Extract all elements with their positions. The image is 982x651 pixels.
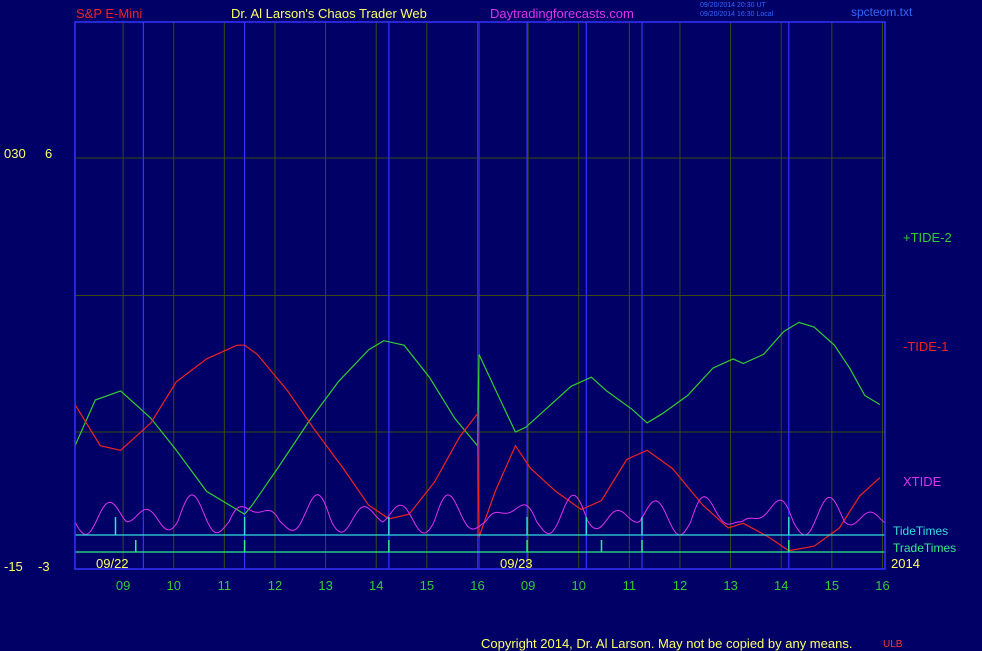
x-tick-label: 13 (318, 578, 332, 593)
tide1-line (74, 344, 881, 552)
author-label: Dr. Al Larson's Chaos Trader Web (231, 6, 427, 21)
timestamp-local: 09/20/2014 16:30 Local (700, 11, 774, 18)
x-tick-label: 11 (218, 578, 232, 593)
x-tick-label: 10 (166, 578, 180, 593)
symbol-label: S&P E-Mini (76, 6, 143, 21)
plot-frame (74, 21, 886, 570)
series-lines (74, 321, 881, 552)
x-tick-label: 09 (116, 578, 130, 593)
x-tick-label: 14 (369, 578, 383, 593)
y-label-top-b: 6 (45, 146, 53, 161)
x-tick-label: 10 (571, 578, 585, 593)
x-tick-label: 16 (470, 578, 484, 593)
date-label-2: 09/23 (500, 556, 533, 571)
tide1-label: -TIDE-1 (903, 339, 949, 354)
grid (75, 22, 885, 569)
x-tick-labels: 09 10 11 12 13 14 15 16 09 10 11 12 13 14 15 16 (116, 578, 890, 593)
y-label-bottom-a: -15 (4, 559, 23, 574)
x-tick-label: 14 (774, 578, 788, 593)
tidetimes-label: TideTimes (893, 524, 949, 538)
x-tick-label: 12 (673, 578, 687, 593)
x-tick-label: 13 (723, 578, 737, 593)
tradetimes-label: TradeTimes (893, 541, 957, 555)
xtide-line (74, 494, 886, 536)
x-tick-label: 15 (825, 578, 839, 593)
site-link[interactable]: Daytradingforecasts.com (490, 6, 634, 21)
x-tick-label: 15 (420, 578, 434, 593)
y-label-bottom-b: -3 (38, 559, 50, 574)
tide2-label: +TIDE-2 (903, 230, 952, 245)
ulb-badge: ULB (883, 639, 903, 650)
tide2-line (74, 321, 881, 515)
date-label-1: 09/22 (96, 556, 129, 571)
copyright-text: Copyright 2014, Dr. Al Larson. May not b… (481, 636, 853, 651)
year-label: 2014 (891, 556, 920, 571)
timestamp-ut: 09/20/2014 20:30 UT (700, 2, 766, 9)
file-label: spcteom.txt (851, 5, 913, 19)
y-label-top-a: 030 (4, 146, 26, 161)
x-tick-label: 09 (521, 578, 535, 593)
x-tick-label: 16 (875, 578, 889, 593)
x-tick-label: 12 (268, 578, 282, 593)
chart-frame (74, 21, 886, 570)
xtide-label: XTIDE (903, 474, 942, 489)
x-tick-label: 11 (623, 578, 637, 593)
xtide-series (74, 494, 886, 553)
